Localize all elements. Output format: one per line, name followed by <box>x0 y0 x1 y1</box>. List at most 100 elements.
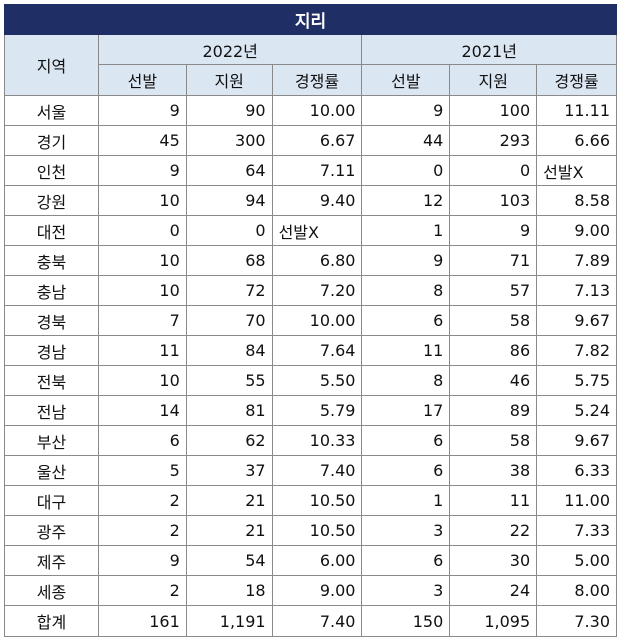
value-cell: 5 <box>97 455 187 486</box>
table-row: 경북 7 70 10.00 6 58 9.67 <box>4 305 617 336</box>
region-cell: 경남 <box>4 335 99 366</box>
table-row: 대구 2 21 10.50 1 11 11.00 <box>4 485 617 516</box>
value-cell: 6 <box>361 455 451 486</box>
value-cell: 103 <box>449 185 538 216</box>
table-row: 강원 10 94 9.40 12 103 8.58 <box>4 185 617 216</box>
value-cell: 150 <box>361 605 451 637</box>
value-cell: 3 <box>361 575 451 606</box>
table-title: 지리 <box>4 4 617 35</box>
value-cell: 10 <box>97 185 187 216</box>
region-cell: 세종 <box>4 575 99 606</box>
value-cell: 89 <box>449 395 538 426</box>
value-cell: 1 <box>361 485 451 516</box>
value-cell: 11.00 <box>536 485 617 516</box>
value-cell: 5.24 <box>536 395 617 426</box>
value-cell: 7.13 <box>536 275 617 306</box>
table-row: 울산 5 37 7.40 6 38 6.33 <box>4 455 617 486</box>
competition-table: 지리 지역 2022년 2021년 선발 지원 경쟁률 선발 지원 경쟁률 서울… <box>4 4 617 637</box>
table-row: 전북 10 55 5.50 8 46 5.75 <box>4 365 617 396</box>
table-row: 제주 9 54 6.00 6 30 5.00 <box>4 545 617 576</box>
region-cell: 울산 <box>4 455 99 486</box>
col-header-applicants-2022: 지원 <box>185 64 273 96</box>
competition-table-container: 지리 지역 2022년 2021년 선발 지원 경쟁률 선발 지원 경쟁률 서울… <box>4 4 617 637</box>
region-cell: 경기 <box>4 125 99 156</box>
no-selection-cell: 선발X <box>536 155 617 186</box>
table-row: 경기 45 300 6.67 44 293 6.66 <box>4 125 617 156</box>
value-cell: 7.30 <box>536 605 617 637</box>
region-cell: 경북 <box>4 305 99 336</box>
value-cell: 21 <box>185 515 273 546</box>
value-cell: 293 <box>449 125 538 156</box>
value-cell: 5.50 <box>271 365 363 396</box>
value-cell: 300 <box>185 125 273 156</box>
value-cell: 58 <box>449 425 538 456</box>
table-row: 충남 10 72 7.20 8 57 7.13 <box>4 275 617 306</box>
value-cell: 10 <box>97 245 187 276</box>
region-cell: 제주 <box>4 545 99 576</box>
value-cell: 21 <box>185 485 273 516</box>
value-cell: 24 <box>449 575 538 606</box>
value-cell: 9 <box>449 215 538 246</box>
value-cell: 70 <box>185 305 273 336</box>
value-cell: 3 <box>361 515 451 546</box>
value-cell: 5.75 <box>536 365 617 396</box>
value-cell: 8 <box>361 365 451 396</box>
value-cell: 6 <box>361 545 451 576</box>
value-cell: 0 <box>449 155 538 186</box>
value-cell: 10.33 <box>271 425 363 456</box>
value-cell: 9 <box>361 95 451 126</box>
value-cell: 7.11 <box>271 155 363 186</box>
value-cell: 10.00 <box>271 305 363 336</box>
region-cell: 충남 <box>4 275 99 306</box>
value-cell: 9.00 <box>536 215 617 246</box>
value-cell: 9.40 <box>271 185 363 216</box>
value-cell: 11.11 <box>536 95 617 126</box>
value-cell: 9 <box>361 245 451 276</box>
value-cell: 54 <box>185 545 273 576</box>
year-header-2022: 2022년 <box>97 34 363 65</box>
value-cell: 9 <box>97 155 187 186</box>
value-cell: 9.67 <box>536 425 617 456</box>
region-cell: 광주 <box>4 515 99 546</box>
value-cell: 2 <box>97 485 187 516</box>
value-cell: 0 <box>97 215 187 246</box>
value-cell: 90 <box>185 95 273 126</box>
value-cell: 11 <box>449 485 538 516</box>
table-row: 인천 9 64 7.11 0 0 선발X <box>4 155 617 186</box>
value-cell: 7.82 <box>536 335 617 366</box>
value-cell: 7.33 <box>536 515 617 546</box>
value-cell: 6.80 <box>271 245 363 276</box>
value-cell: 94 <box>185 185 273 216</box>
value-cell: 8.00 <box>536 575 617 606</box>
value-cell: 7.40 <box>271 605 363 637</box>
value-cell: 0 <box>361 155 451 186</box>
value-cell: 9.67 <box>536 305 617 336</box>
value-cell: 1,095 <box>449 605 538 637</box>
value-cell: 11 <box>361 335 451 366</box>
value-cell: 6 <box>361 305 451 336</box>
value-cell: 30 <box>449 545 538 576</box>
value-cell: 37 <box>185 455 273 486</box>
value-cell: 5.79 <box>271 395 363 426</box>
col-header-applicants-2021: 지원 <box>449 64 538 96</box>
region-cell: 부산 <box>4 425 99 456</box>
value-cell: 6.00 <box>271 545 363 576</box>
value-cell: 10 <box>97 365 187 396</box>
value-cell: 9 <box>97 545 187 576</box>
region-cell: 서울 <box>4 95 99 126</box>
value-cell: 64 <box>185 155 273 186</box>
value-cell: 6.67 <box>271 125 363 156</box>
value-cell: 14 <box>97 395 187 426</box>
value-cell: 62 <box>185 425 273 456</box>
region-cell: 대전 <box>4 215 99 246</box>
value-cell: 58 <box>449 305 538 336</box>
value-cell: 6.33 <box>536 455 617 486</box>
col-header-ratio-2021: 경쟁률 <box>536 64 617 96</box>
value-cell: 7.89 <box>536 245 617 276</box>
value-cell: 10.50 <box>271 485 363 516</box>
value-cell: 9 <box>97 95 187 126</box>
table-row: 서울 9 90 10.00 9 100 11.11 <box>4 95 617 126</box>
value-cell: 81 <box>185 395 273 426</box>
value-cell: 22 <box>449 515 538 546</box>
col-header-selected-2021: 선발 <box>361 64 451 96</box>
